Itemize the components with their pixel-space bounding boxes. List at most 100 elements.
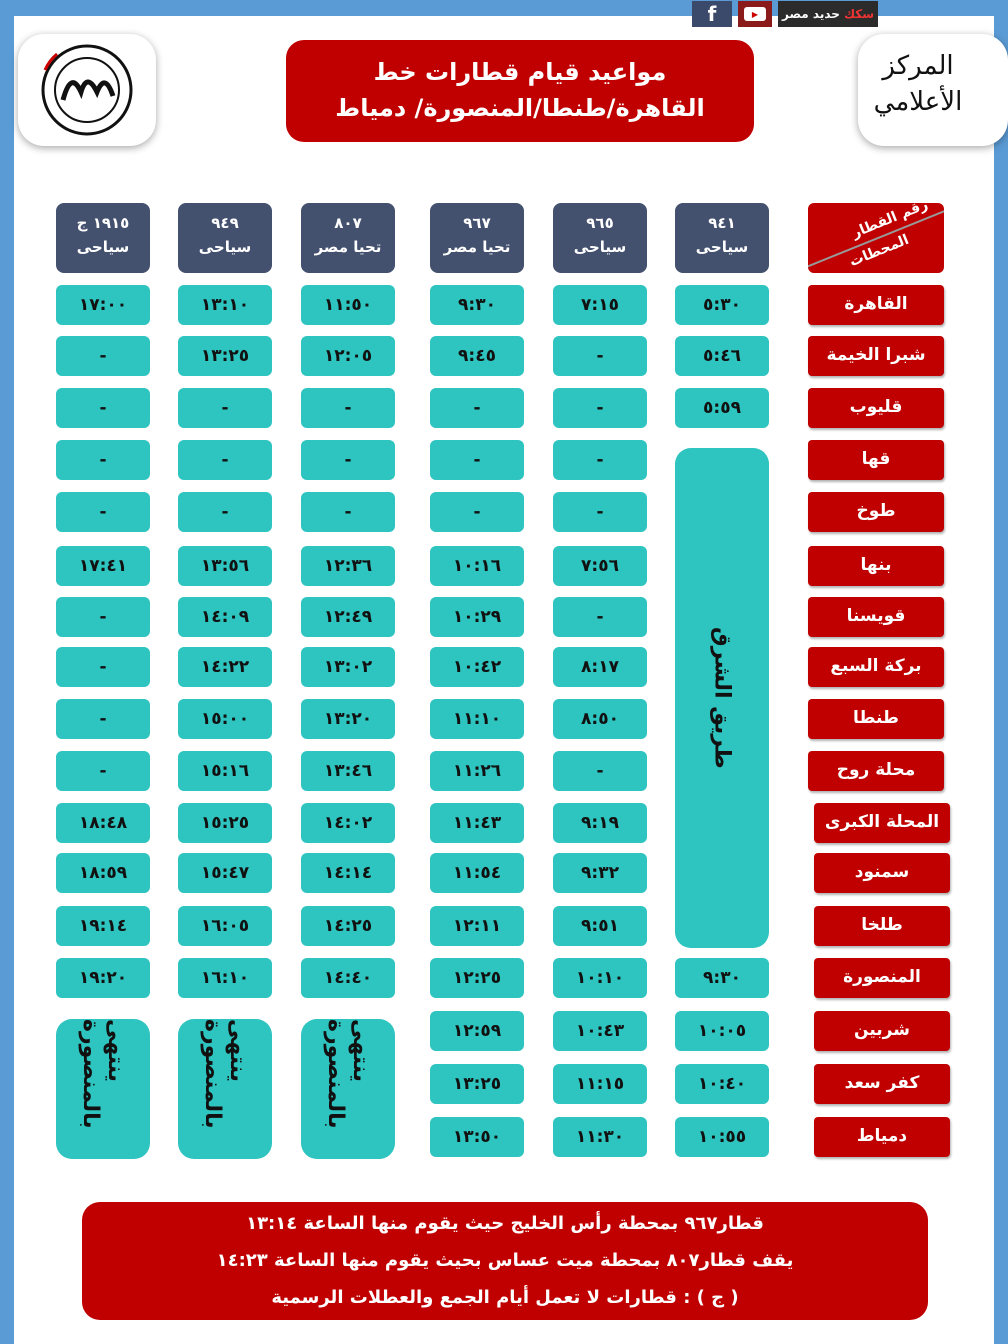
time-cell: - [56, 699, 150, 739]
notes-box: قطار٩٦٧ بمحطة رأس الخليج حيث يقوم منها ا… [82, 1202, 928, 1320]
note: يقف قطار٨٠٧ بمحطة ميت عساس بحيث يقوم منه… [216, 1250, 794, 1271]
station-label: شربين [814, 1011, 950, 1051]
time-cell: ١٠:٥٥ [675, 1117, 769, 1157]
time-cell: ١٦:٠٥ [178, 906, 272, 946]
brand-b: حديد مصر [782, 7, 840, 21]
train-number: ٩٤٩ [211, 214, 239, 232]
time-cell: ١٧:٤١ [56, 546, 150, 586]
time-cell: ١٤:٠٩ [178, 597, 272, 637]
time-cell: ١٣:١٠ [178, 285, 272, 325]
time-cell: ٨:٥٠ [553, 699, 647, 739]
time-cell: - [178, 492, 272, 532]
time-cell: ٩:٤٥ [430, 336, 524, 376]
media-line-2: الأعلامي [873, 87, 963, 117]
time-cell: ١٢:٥٩ [430, 1011, 524, 1051]
time-cell: ١٥:٤٧ [178, 853, 272, 893]
time-cell: - [553, 440, 647, 480]
station-label: قليوب [808, 388, 944, 428]
time-cell: ٧:١٥ [553, 285, 647, 325]
time-cell: ١٥:٢٥ [178, 803, 272, 843]
time-cell: ١٤:٢٥ [301, 906, 395, 946]
time-cell: ١٤:٤٠ [301, 958, 395, 998]
time-cell: ٩:٣٠ [430, 285, 524, 325]
time-cell: ١١:١٠ [430, 699, 524, 739]
station-label: قويسنا [808, 597, 944, 637]
time-cell: ١١:٢٦ [430, 751, 524, 791]
time-cell: ١١:٥٤ [430, 853, 524, 893]
route-note-block: ينتهى بالمنصورة [178, 1019, 272, 1159]
station-label: طوخ [808, 492, 944, 532]
time-cell: ١٨:٤٨ [56, 803, 150, 843]
time-cell: ١٢:١١ [430, 906, 524, 946]
train-type: تحيا مصر [314, 238, 382, 256]
route-note-block: ينتهى بالمنصورة [301, 1019, 395, 1159]
station-label: كفر سعد [814, 1064, 950, 1104]
social-bar: f ▶ سكك حديد مصر [692, 0, 879, 28]
time-cell: ١٠:١٦ [430, 546, 524, 586]
train-header: ٩٦٧ تحيا مصر [430, 203, 524, 273]
note: قطار٩٦٧ بمحطة رأس الخليج حيث يقوم منها ا… [246, 1213, 764, 1234]
time-cell: ٧:٥٦ [553, 546, 647, 586]
train-header: ٩٤١ سياحى [675, 203, 769, 273]
time-cell: ٨:١٧ [553, 647, 647, 687]
time-cell: - [56, 751, 150, 791]
title-line-2: القاهرة/طنطا/المنصورة/ دمياط [335, 94, 705, 122]
time-cell: - [178, 388, 272, 428]
time-cell: - [430, 492, 524, 532]
time-cell: ١٦:١٠ [178, 958, 272, 998]
time-cell: ١٢:٤٩ [301, 597, 395, 637]
time-cell: - [56, 440, 150, 480]
brand-label: سكك حديد مصر [778, 1, 879, 27]
time-cell: ١٨:٥٩ [56, 853, 150, 893]
station-label: المنصورة [814, 958, 950, 998]
station-label: سمنود [814, 853, 950, 893]
route-note-block: طريق الشرق [675, 448, 769, 948]
time-cell: - [553, 336, 647, 376]
time-cell: ١٥:١٦ [178, 751, 272, 791]
time-cell: ١٢:٠٥ [301, 336, 395, 376]
station-label: المحلة الكبرى [814, 803, 950, 843]
train-header: ٩٦٥ سياحى [553, 203, 647, 273]
train-header: ٩٤٩ سياحى [178, 203, 272, 273]
corner-header: رقم القطار المحطات [808, 203, 944, 273]
time-cell: ١٢:٢٥ [430, 958, 524, 998]
train-number: ٩٦٧ [463, 214, 491, 232]
media-center-label: المركز الأعلامي [858, 34, 1008, 146]
time-cell: ١٩:٢٠ [56, 958, 150, 998]
station-label: القاهرة [808, 285, 944, 325]
brand-a: سكك [844, 7, 875, 21]
time-cell: - [301, 388, 395, 428]
time-cell: ١٣:٢٥ [430, 1064, 524, 1104]
time-cell: - [56, 388, 150, 428]
time-cell: ١٠:١٠ [553, 958, 647, 998]
time-cell: - [56, 647, 150, 687]
time-cell: ٩:١٩ [553, 803, 647, 843]
station-label: طلخا [814, 906, 950, 946]
train-number: ٨٠٧ [334, 214, 362, 232]
time-cell: - [553, 492, 647, 532]
station-label: قها [808, 440, 944, 480]
time-cell: ٥:٣٠ [675, 285, 769, 325]
train-type: سياحى [695, 238, 749, 256]
time-cell: ٥:٥٩ [675, 388, 769, 428]
station-label: محلة روح [808, 751, 944, 791]
facebook-icon[interactable]: f [692, 1, 732, 27]
time-cell: - [178, 440, 272, 480]
time-cell: ١١:٥٠ [301, 285, 395, 325]
time-cell: ١٣:٤٦ [301, 751, 395, 791]
time-cell: ١٤:١٤ [301, 853, 395, 893]
time-cell: ١٣:٥٦ [178, 546, 272, 586]
train-number: ١٩١٥ ج [76, 214, 130, 232]
station-label: شبرا الخيمة [808, 336, 944, 376]
time-cell: ١٥:٠٠ [178, 699, 272, 739]
media-line-1: المركز [882, 51, 954, 81]
train-number: ٩٦٥ [586, 214, 614, 232]
time-cell: ١٤:٢٢ [178, 647, 272, 687]
youtube-icon[interactable]: ▶ [738, 1, 772, 27]
title-line-1: مواعيد قيام قطارات خط [373, 58, 667, 86]
time-cell: ١٢:٣٦ [301, 546, 395, 586]
time-cell: ١٧:٠٠ [56, 285, 150, 325]
time-cell: ١٣:٥٠ [430, 1117, 524, 1157]
route-note-block: ينتهى بالمنصورة [56, 1019, 150, 1159]
time-cell: - [301, 492, 395, 532]
